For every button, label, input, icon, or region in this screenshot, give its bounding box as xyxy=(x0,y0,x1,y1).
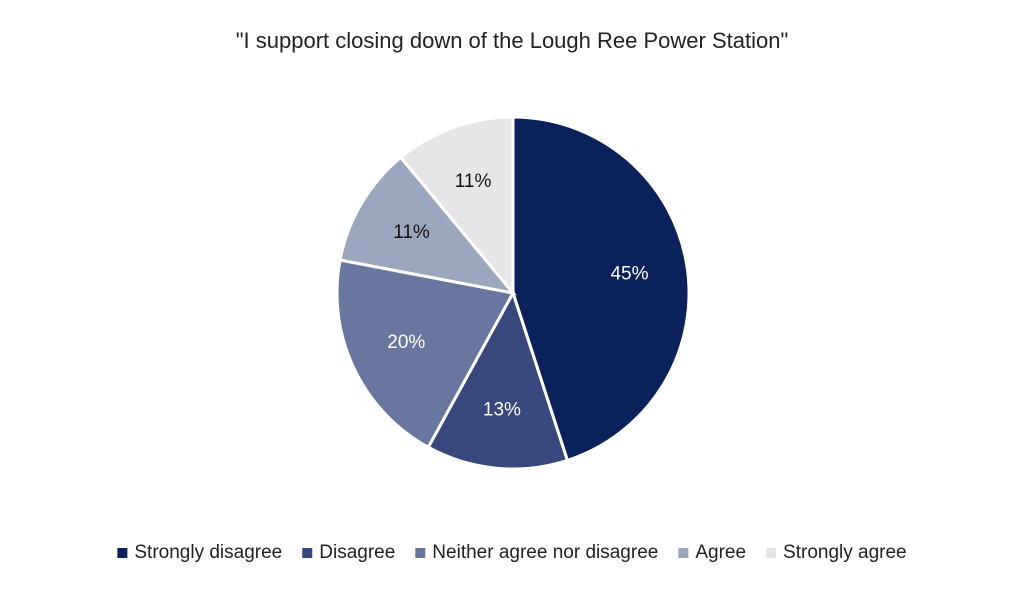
data-label: 13% xyxy=(483,399,521,420)
legend: Strongly disagree Disagree Neither agree n… xyxy=(117,542,907,563)
legend-swatch xyxy=(415,548,426,558)
data-label: 11% xyxy=(393,222,430,243)
data-label: 45% xyxy=(610,264,648,285)
data-label: 11% xyxy=(455,171,492,192)
pie-slice xyxy=(511,115,691,463)
legend-label: Agree xyxy=(695,542,746,563)
pie-slice xyxy=(398,115,515,298)
legend-label: Disagree xyxy=(319,542,395,563)
legend-swatch xyxy=(766,548,777,558)
chart-title: "I support closing down of the Lough Ree… xyxy=(236,28,789,53)
legend-label: Strongly disagree xyxy=(134,542,282,563)
legend-swatch xyxy=(678,548,689,558)
legend-swatch xyxy=(302,548,313,558)
legend-label: Strongly agree xyxy=(783,542,907,563)
legend-swatch xyxy=(117,548,128,558)
legend-label: Neither agree nor disagree xyxy=(432,542,658,563)
pie-slice xyxy=(426,289,570,471)
pie-slice xyxy=(338,155,517,296)
pie-slice xyxy=(335,258,516,450)
data-label: 20% xyxy=(387,332,425,353)
